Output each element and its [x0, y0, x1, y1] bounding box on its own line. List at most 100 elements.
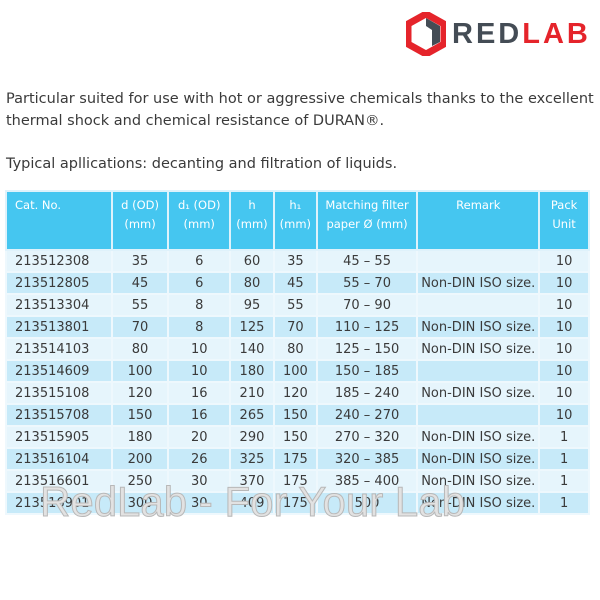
table-cell: 100	[272, 359, 318, 383]
column-header: h (mm)	[229, 190, 275, 251]
table-cell: 70	[110, 315, 170, 339]
table-row: 213514609 100 10 180 100 150 – 185 10	[5, 359, 590, 383]
column-header-label: Cat. No.	[15, 198, 61, 212]
table-cell: 80	[229, 271, 275, 295]
table-cell: 180	[110, 425, 170, 449]
table-cell: Non-DIN ISO size.	[416, 447, 541, 471]
table-cell: 35	[272, 249, 318, 273]
table-cell: 8	[167, 293, 232, 317]
table-cell: 35	[110, 249, 170, 273]
table-cell: 20	[167, 425, 232, 449]
table-cell: 120	[272, 381, 318, 405]
column-header-label: (mm)	[236, 217, 268, 231]
table-row: 213515905 180 20 290 150 270 – 320 Non-DIN ISO…	[5, 425, 590, 449]
table-cell: 213516901	[5, 491, 113, 515]
table-header-row: Cat. No. d (OD) (mm) d₁ (OD) (mm) h (mm) h₁ (mm)…	[5, 190, 590, 251]
table-cell: 200	[110, 447, 170, 471]
table-cell: 1	[538, 491, 590, 515]
table-cell: Non-DIN ISO size.	[416, 271, 541, 295]
table-cell: 6	[167, 249, 232, 273]
table-cell: 385 – 400	[315, 469, 419, 493]
table-cell: 370	[229, 469, 275, 493]
table-cell: 213514103	[5, 337, 113, 361]
table-cell: 8	[167, 315, 232, 339]
column-header-label: h₁	[289, 198, 302, 212]
logo-text-lab: LAB	[522, 17, 591, 50]
column-header: h₁ (mm)	[272, 190, 318, 251]
table-cell: 265	[229, 403, 275, 427]
table-cell: 100	[110, 359, 170, 383]
table-cell: 30	[167, 469, 232, 493]
table-cell: 150	[272, 403, 318, 427]
table-cell: 70	[272, 315, 318, 339]
hexagon-logo-icon	[406, 12, 446, 56]
column-header: Remark	[416, 190, 541, 251]
table-cell: 250	[110, 469, 170, 493]
intro-text: Particular suited for use with hot or ag…	[6, 91, 594, 129]
table-cell: 213515708	[5, 403, 113, 427]
column-header: Matching filter paper Ø (mm)	[315, 190, 419, 251]
column-header-label: d (OD)	[121, 198, 159, 212]
column-header-label: Remark	[456, 198, 501, 212]
table-cell: 55 – 70	[315, 271, 419, 295]
table-cell: 10	[167, 337, 232, 361]
table-cell: 140	[229, 337, 275, 361]
table-cell: 10	[538, 249, 590, 273]
table-cell: 26	[167, 447, 232, 471]
table-row: 213516901 300 30 409 175 500 Non-DIN ISO size.…	[5, 491, 590, 515]
table-row: 213516601 250 30 370 175 385 – 400 Non-DIN ISO…	[5, 469, 590, 493]
table-cell: 1	[538, 425, 590, 449]
table-cell: 213514609	[5, 359, 113, 383]
table-cell: 125	[229, 315, 275, 339]
table-cell: 213513304	[5, 293, 113, 317]
table-cell: 16	[167, 403, 232, 427]
table-cell: 10	[167, 359, 232, 383]
table-row: 213512805 45 6 80 45 55 – 70 Non-DIN ISO size.…	[5, 271, 590, 295]
table-cell: Non-DIN ISO size.	[416, 469, 541, 493]
column-header-label: (mm)	[124, 217, 156, 231]
table-row: 213515108 120 16 210 120 185 – 240 Non-DIN ISO…	[5, 381, 590, 405]
column-header-label: (mm)	[183, 217, 215, 231]
table-cell: 210	[229, 381, 275, 405]
table-cell: 70 – 90	[315, 293, 419, 317]
table-cell: 175	[272, 491, 318, 515]
table-cell: 213513801	[5, 315, 113, 339]
table-cell: 1	[538, 469, 590, 493]
table-cell: 150	[110, 403, 170, 427]
table-cell: 290	[229, 425, 275, 449]
table-cell: 213516601	[5, 469, 113, 493]
table-cell: 213516104	[5, 447, 113, 471]
table-cell: 320 – 385	[315, 447, 419, 471]
table-cell: 80	[110, 337, 170, 361]
product-table: Cat. No. d (OD) (mm) d₁ (OD) (mm) h (mm) h₁ (mm)…	[5, 190, 590, 515]
table-cell: 16	[167, 381, 232, 405]
table-cell: 270 – 320	[315, 425, 419, 449]
column-header: Pack Unit	[538, 190, 590, 251]
table-cell: 213515905	[5, 425, 113, 449]
table-row: 213512308 35 6 60 35 45 – 55 10	[5, 249, 590, 273]
table-cell: 30	[167, 491, 232, 515]
table-cell	[416, 403, 541, 427]
table-cell: 213515108	[5, 381, 113, 405]
redlab-logo: REDLAB	[406, 12, 591, 56]
column-header-label: paper Ø (mm)	[326, 217, 408, 231]
table-row: 213514103 80 10 140 80 125 – 150 Non-DIN ISO s…	[5, 337, 590, 361]
table-cell: 120	[110, 381, 170, 405]
table-cell: 10	[538, 403, 590, 427]
table-cell: 300	[110, 491, 170, 515]
table-cell: 95	[229, 293, 275, 317]
table-cell: 80	[272, 337, 318, 361]
column-header: d (OD) (mm)	[110, 190, 170, 251]
table-cell: 185 – 240	[315, 381, 419, 405]
table-cell: 125 – 150	[315, 337, 419, 361]
table-cell: 6	[167, 271, 232, 295]
table-cell: 213512308	[5, 249, 113, 273]
table-cell: 60	[229, 249, 275, 273]
column-header-label: d₁ (OD)	[177, 198, 221, 212]
table-cell: 213512805	[5, 271, 113, 295]
table-cell	[416, 359, 541, 383]
column-header: Cat. No.	[5, 190, 113, 251]
table-cell: 45	[110, 271, 170, 295]
table-cell: 10	[538, 359, 590, 383]
table-cell: Non-DIN ISO size.	[416, 491, 541, 515]
